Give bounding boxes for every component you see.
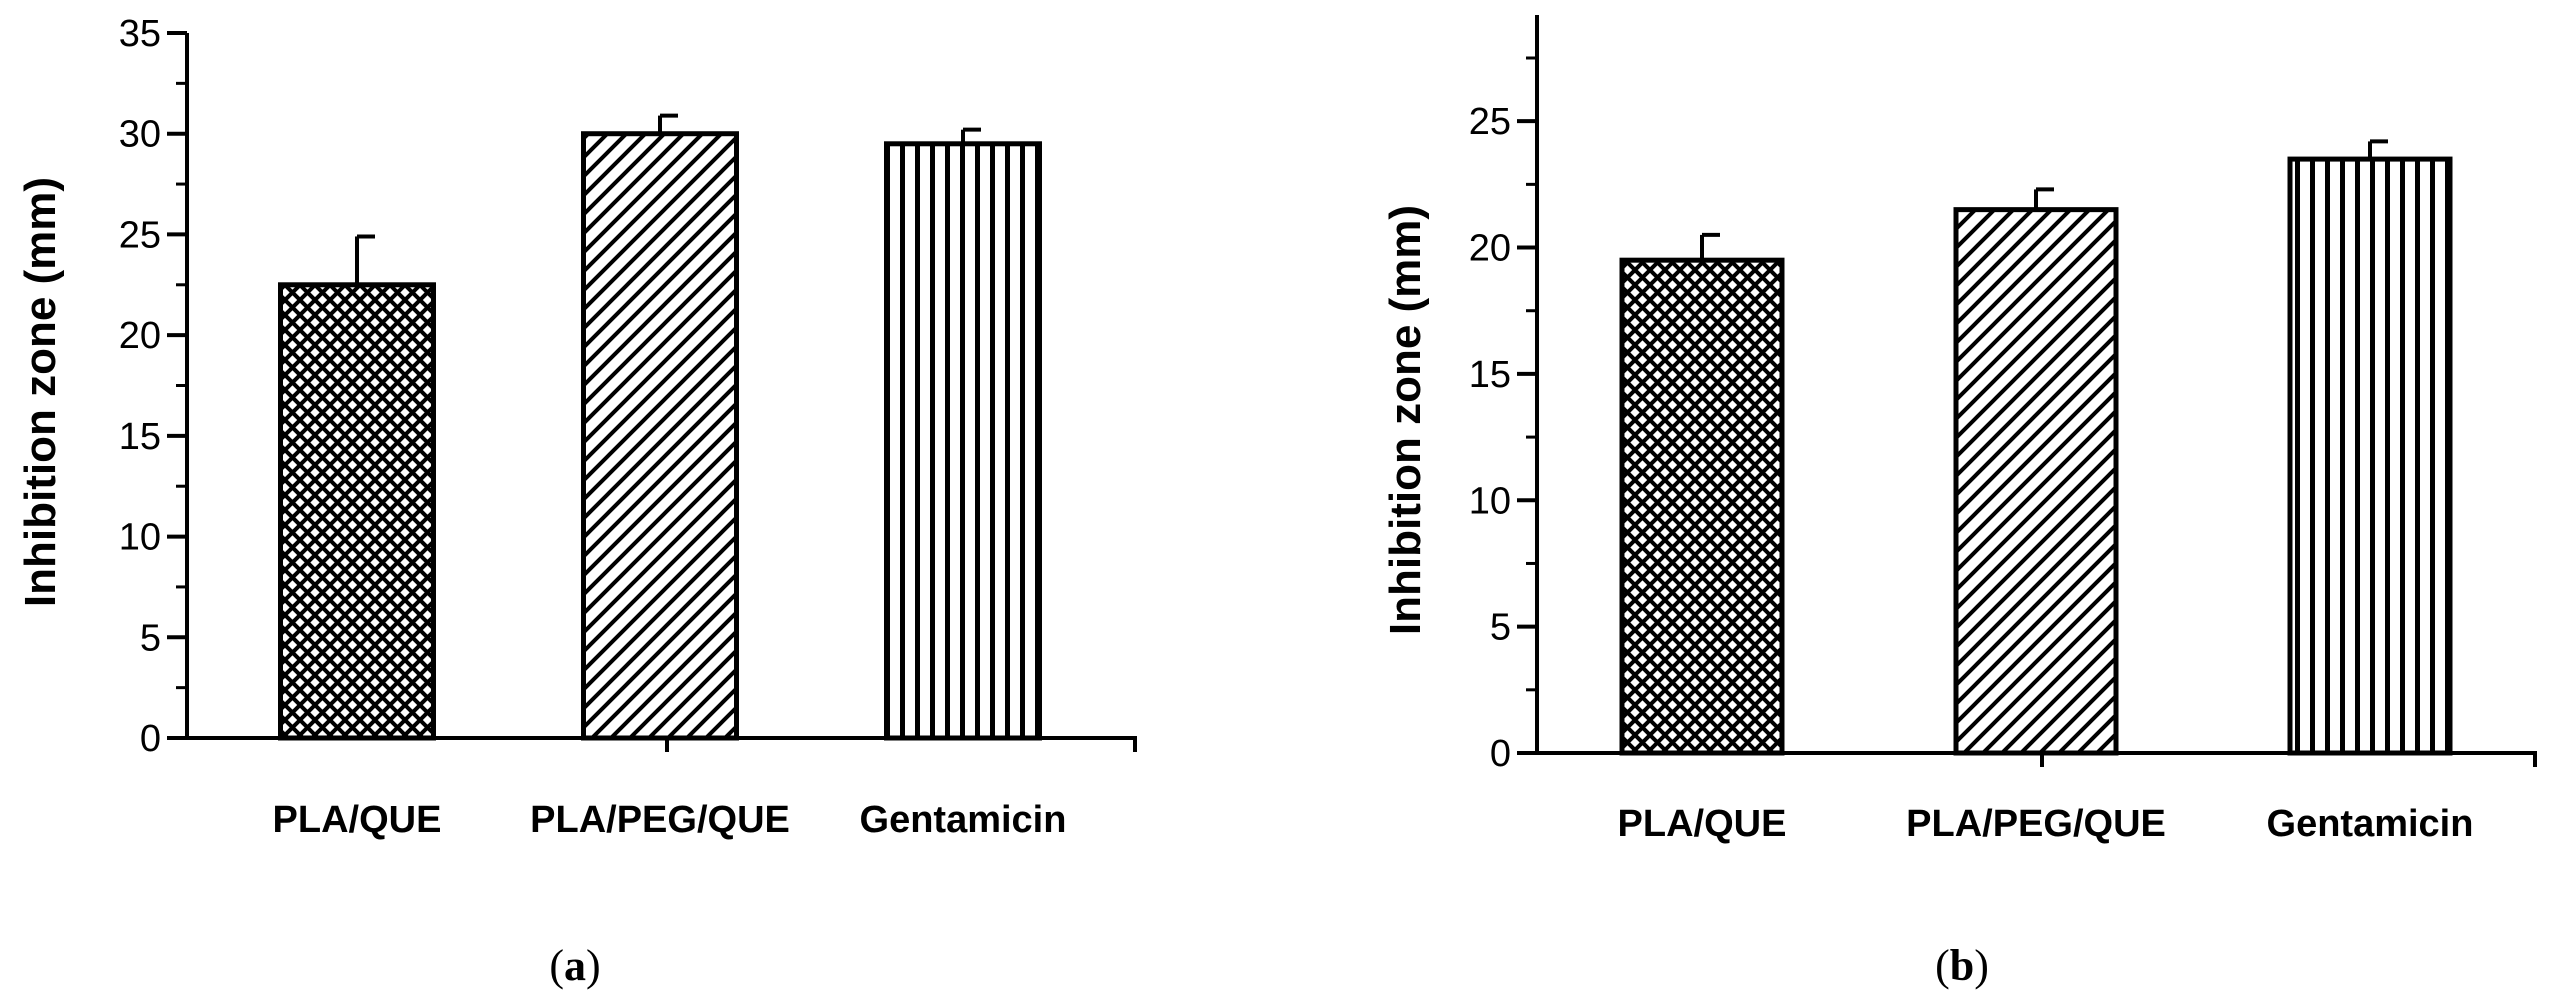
y-tick-label-b-3: 15 <box>1469 354 1511 396</box>
bar-a-1 <box>278 282 436 741</box>
y-tick-label-a-1: 5 <box>140 617 161 659</box>
bar-b-2 <box>1953 207 2119 756</box>
bar-b-1 <box>1619 257 1785 756</box>
y-tick-label-a-0: 0 <box>140 718 161 760</box>
category-label-a-1: PLA/QUE <box>273 799 442 841</box>
y-tick-label-a-6: 30 <box>119 114 161 156</box>
category-label-b-2: PLA/PEG/QUE <box>1906 803 2166 845</box>
error-bar-a-3 <box>961 127 981 144</box>
y-tick-label-a-3: 15 <box>119 416 161 458</box>
error-bar-b-1 <box>1700 232 1720 261</box>
y-tick-label-b-1: 5 <box>1490 607 1511 649</box>
y-tick-label-b-5: 25 <box>1469 101 1511 143</box>
error-bar-b-2 <box>2034 187 2054 210</box>
bar-a-2 <box>581 131 739 741</box>
panel-caption-b: (b) <box>1935 941 1989 990</box>
error-bar-a-1 <box>355 234 375 285</box>
y-axis-title-a: Inhibition zone (mm) <box>16 177 65 607</box>
y-axis-title-b: Inhibition zone (mm) <box>1381 205 1430 635</box>
y-tick-label-b-2: 10 <box>1469 480 1511 522</box>
category-label-a-3: Gentamicin <box>860 799 1067 841</box>
y-tick-label-b-0: 0 <box>1490 733 1511 775</box>
category-label-a-2: PLA/PEG/QUE <box>530 799 790 841</box>
bar-b-3 <box>2287 156 2453 756</box>
category-label-b-3: Gentamicin <box>2267 803 2474 845</box>
y-tick-label-b-4: 20 <box>1469 228 1511 270</box>
panel-caption-a: (a) <box>549 941 600 990</box>
bar-a-3 <box>884 141 1042 741</box>
y-tick-label-a-2: 10 <box>119 517 161 559</box>
chart-panel-b: PLA/QUE PLA/PEG/QUE Gentamicin 0 5 10 15 20 25 In… <box>1381 15 2537 845</box>
y-tick-label-a-7: 35 <box>119 13 161 55</box>
y-tick-label-a-4: 20 <box>119 315 161 357</box>
chart-panel-a: PLA/QUE PLA/PEG/QUE Gentamicin 0 5 10 15 20 25 30… <box>16 13 1137 841</box>
error-bar-a-2 <box>658 113 678 134</box>
y-tick-label-a-5: 25 <box>119 214 161 256</box>
category-label-b-1: PLA/QUE <box>1618 803 1787 845</box>
error-bar-b-3 <box>2368 139 2388 160</box>
